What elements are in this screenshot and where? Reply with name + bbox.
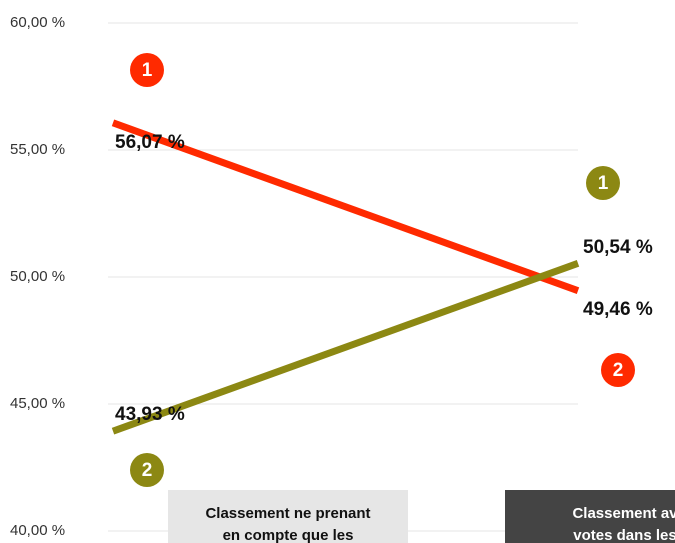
rank-badge-label: 1 [142,60,153,81]
rank-badge-label: 2 [613,360,624,381]
x-tick-label: Classement av [572,505,675,522]
rank-badge-label: 2 [142,460,153,481]
data-label: 49,46 % [583,299,653,320]
data-label: 50,54 % [583,237,653,258]
category-box [168,490,408,543]
data-label: 43,93 % [115,404,185,425]
series-line [111,119,580,295]
x-tick-label: votes dans les [573,527,675,543]
rank-badge [601,353,635,387]
y-tick-label: 60,00 % [10,14,65,31]
series-line [111,259,580,435]
rank-badge [130,53,164,87]
rank-badge [130,453,164,487]
x-tick-label: en compte que les [223,527,354,543]
data-label: 56,07 % [115,132,185,153]
y-tick-label: 55,00 % [10,141,65,158]
y-tick-label: 50,00 % [10,268,65,285]
rank-badge-label: 1 [598,173,609,194]
y-tick-label: 40,00 % [10,522,65,539]
y-tick-label: 45,00 % [10,395,65,412]
rank-badge [586,166,620,200]
category-box [505,490,675,543]
x-tick-label: Classement ne prenant [205,505,370,522]
